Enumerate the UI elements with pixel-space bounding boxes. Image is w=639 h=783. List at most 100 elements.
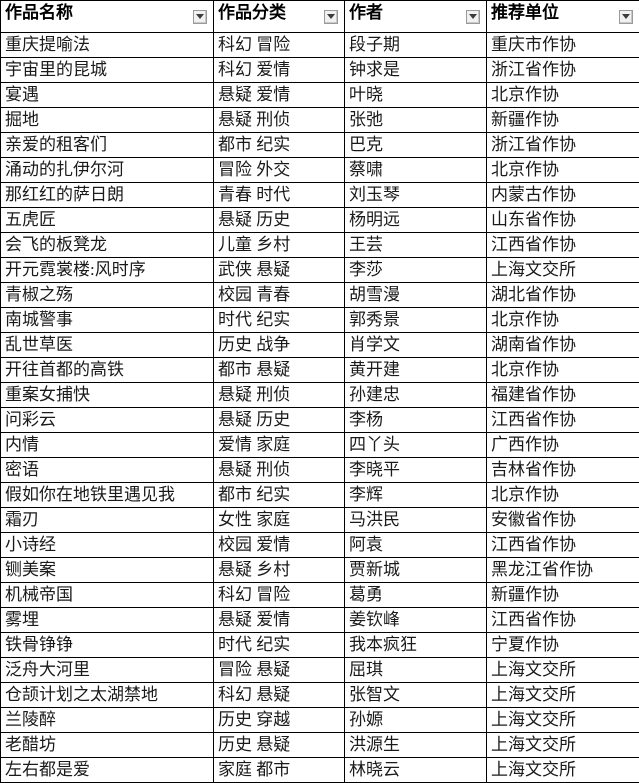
cell-work-name[interactable]: 老醋坊 xyxy=(1,733,214,758)
cell-category[interactable]: 悬疑 刑侦 xyxy=(214,383,345,408)
cell-author[interactable]: 李杨 xyxy=(345,408,487,433)
cell-author[interactable]: 屈琪 xyxy=(345,658,487,683)
cell-recommender[interactable]: 北京作协 xyxy=(487,158,639,183)
cell-category[interactable]: 青春 时代 xyxy=(214,183,345,208)
cell-work-name[interactable]: 掘地 xyxy=(1,108,214,133)
cell-author[interactable]: 张智文 xyxy=(345,683,487,708)
cell-category[interactable]: 冒险 悬疑 xyxy=(214,658,345,683)
cell-work-name[interactable]: 会飞的板凳龙 xyxy=(1,233,214,258)
cell-category[interactable]: 悬疑 刑侦 xyxy=(214,108,345,133)
cell-author[interactable]: 钟求是 xyxy=(345,58,487,83)
cell-work-name[interactable]: 仓颉计划之太湖禁地 xyxy=(1,683,214,708)
cell-recommender[interactable]: 安徽省作协 xyxy=(487,508,639,533)
cell-category[interactable]: 科幻 冒险 xyxy=(214,33,345,58)
header-cell-author[interactable]: 作者 xyxy=(345,1,487,33)
cell-work-name[interactable]: 雾埋 xyxy=(1,608,214,633)
cell-recommender[interactable]: 湖南省作协 xyxy=(487,333,639,358)
cell-recommender[interactable]: 新疆作协 xyxy=(487,583,639,608)
filter-dropdown-button-recommender[interactable] xyxy=(619,10,633,24)
cell-category[interactable]: 爱情 家庭 xyxy=(214,433,345,458)
cell-recommender[interactable]: 重庆市作协 xyxy=(487,33,639,58)
cell-category[interactable]: 科幻 爱情 xyxy=(214,58,345,83)
filter-dropdown-button-work-name[interactable] xyxy=(193,10,207,24)
cell-recommender[interactable]: 上海文交所 xyxy=(487,758,639,783)
cell-author[interactable]: 胡雪漫 xyxy=(345,283,487,308)
header-cell-category[interactable]: 作品分类 xyxy=(214,1,345,33)
cell-recommender[interactable]: 北京作协 xyxy=(487,308,639,333)
cell-category[interactable]: 科幻 冒险 xyxy=(214,583,345,608)
cell-recommender[interactable]: 上海文交所 xyxy=(487,683,639,708)
cell-work-name[interactable]: 开往首都的高铁 xyxy=(1,358,214,383)
cell-category[interactable]: 科幻 悬疑 xyxy=(214,683,345,708)
cell-recommender[interactable]: 上海文交所 xyxy=(487,708,639,733)
cell-category[interactable]: 儿童 乡村 xyxy=(214,233,345,258)
cell-work-name[interactable]: 泛舟大河里 xyxy=(1,658,214,683)
cell-work-name[interactable]: 机械帝国 xyxy=(1,583,214,608)
cell-author[interactable]: 李辉 xyxy=(345,483,487,508)
cell-category[interactable]: 校园 爱情 xyxy=(214,533,345,558)
cell-recommender[interactable]: 黑龙江省作协 xyxy=(487,558,639,583)
cell-author[interactable]: 张弛 xyxy=(345,108,487,133)
cell-recommender[interactable]: 新疆作协 xyxy=(487,108,639,133)
header-cell-work-name[interactable]: 作品名称 xyxy=(1,1,214,33)
cell-work-name[interactable]: 重庆提喻法 xyxy=(1,33,214,58)
cell-category[interactable]: 都市 纪实 xyxy=(214,483,345,508)
cell-recommender[interactable]: 吉林省作协 xyxy=(487,458,639,483)
cell-author[interactable]: 李晓平 xyxy=(345,458,487,483)
cell-work-name[interactable]: 五虎匠 xyxy=(1,208,214,233)
cell-recommender[interactable]: 广西作协 xyxy=(487,433,639,458)
cell-category[interactable]: 悬疑 历史 xyxy=(214,408,345,433)
cell-work-name[interactable]: 兰陵醉 xyxy=(1,708,214,733)
cell-author[interactable]: 贾新城 xyxy=(345,558,487,583)
cell-recommender[interactable]: 北京作协 xyxy=(487,358,639,383)
cell-author[interactable]: 杨明远 xyxy=(345,208,487,233)
cell-author[interactable]: 马洪民 xyxy=(345,508,487,533)
cell-recommender[interactable]: 江西省作协 xyxy=(487,608,639,633)
cell-recommender[interactable]: 江西省作协 xyxy=(487,408,639,433)
cell-recommender[interactable]: 湖北省作协 xyxy=(487,283,639,308)
cell-author[interactable]: 黄开建 xyxy=(345,358,487,383)
cell-work-name[interactable]: 小诗经 xyxy=(1,533,214,558)
cell-category[interactable]: 都市 悬疑 xyxy=(214,358,345,383)
cell-author[interactable]: 林晓云 xyxy=(345,758,487,783)
cell-author[interactable]: 王芸 xyxy=(345,233,487,258)
cell-work-name[interactable]: 重案女捕快 xyxy=(1,383,214,408)
cell-work-name[interactable]: 开元霓裳楼:风时序 xyxy=(1,258,214,283)
cell-author[interactable]: 阿袁 xyxy=(345,533,487,558)
cell-category[interactable]: 历史 穿越 xyxy=(214,708,345,733)
filter-dropdown-button-category[interactable] xyxy=(324,10,338,24)
cell-author[interactable]: 郭秀景 xyxy=(345,308,487,333)
cell-author[interactable]: 孙嫄 xyxy=(345,708,487,733)
cell-author[interactable]: 蔡啸 xyxy=(345,158,487,183)
cell-recommender[interactable]: 浙江省作协 xyxy=(487,133,639,158)
cell-category[interactable]: 校园 青春 xyxy=(214,283,345,308)
cell-recommender[interactable]: 福建省作协 xyxy=(487,383,639,408)
cell-category[interactable]: 冒险 外交 xyxy=(214,158,345,183)
cell-recommender[interactable]: 江西省作协 xyxy=(487,233,639,258)
cell-work-name[interactable]: 左右都是爱 xyxy=(1,758,214,783)
cell-work-name[interactable]: 南城警事 xyxy=(1,308,214,333)
cell-category[interactable]: 悬疑 乡村 xyxy=(214,558,345,583)
cell-recommender[interactable]: 上海文交所 xyxy=(487,733,639,758)
cell-work-name[interactable]: 亲爱的租客们 xyxy=(1,133,214,158)
cell-category[interactable]: 历史 战争 xyxy=(214,333,345,358)
cell-work-name[interactable]: 密语 xyxy=(1,458,214,483)
cell-category[interactable]: 悬疑 爱情 xyxy=(214,608,345,633)
cell-category[interactable]: 历史 悬疑 xyxy=(214,733,345,758)
cell-work-name[interactable]: 内情 xyxy=(1,433,214,458)
cell-work-name[interactable]: 问彩云 xyxy=(1,408,214,433)
cell-recommender[interactable]: 内蒙古作协 xyxy=(487,183,639,208)
cell-author[interactable]: 肖学文 xyxy=(345,333,487,358)
cell-author[interactable]: 刘玉琴 xyxy=(345,183,487,208)
cell-category[interactable]: 时代 纪实 xyxy=(214,308,345,333)
cell-recommender[interactable]: 江西省作协 xyxy=(487,533,639,558)
cell-author[interactable]: 叶晓 xyxy=(345,83,487,108)
cell-category[interactable]: 家庭 都市 xyxy=(214,758,345,783)
cell-author[interactable]: 洪源生 xyxy=(345,733,487,758)
cell-recommender[interactable]: 上海文交所 xyxy=(487,258,639,283)
header-cell-recommender[interactable]: 推荐单位 xyxy=(487,1,639,33)
cell-author[interactable]: 巴克 xyxy=(345,133,487,158)
cell-category[interactable]: 悬疑 历史 xyxy=(214,208,345,233)
cell-category[interactable]: 悬疑 爱情 xyxy=(214,83,345,108)
cell-recommender[interactable]: 北京作协 xyxy=(487,483,639,508)
